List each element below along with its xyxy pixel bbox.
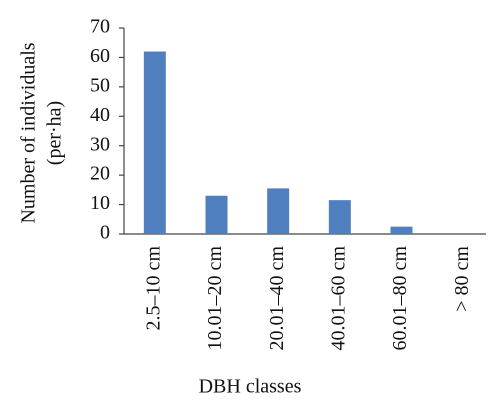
- y-axis-title: (per·ha): [44, 101, 66, 165]
- x-tick-label: 2.5–10 cm: [142, 246, 164, 331]
- y-tick-label: 30: [90, 133, 110, 155]
- y-tick-label: 60: [90, 45, 110, 67]
- bar: [267, 188, 290, 234]
- bar: [205, 195, 228, 234]
- x-tick-label: 10.01–20 cm: [204, 246, 226, 351]
- bar: [390, 226, 413, 234]
- x-tick-label: 20.01–40 cm: [266, 246, 288, 351]
- y-tick-label: 0: [100, 222, 110, 244]
- x-tick-label: 40.01–60 cm: [327, 246, 349, 351]
- x-tick-label: 60.01–80 cm: [389, 246, 411, 351]
- y-tick-label: 20: [90, 163, 110, 185]
- bar: [328, 200, 351, 234]
- y-tick-label: 10: [90, 192, 110, 214]
- x-tick-label: > 80 cm: [451, 246, 473, 312]
- y-axis-title: Number of individuals: [18, 42, 40, 223]
- x-axis-title: DBH classes: [199, 376, 302, 398]
- bar: [143, 51, 166, 234]
- y-tick-label: 70: [90, 16, 110, 38]
- y-tick-label: 50: [90, 74, 110, 96]
- y-tick-label: 40: [90, 104, 110, 126]
